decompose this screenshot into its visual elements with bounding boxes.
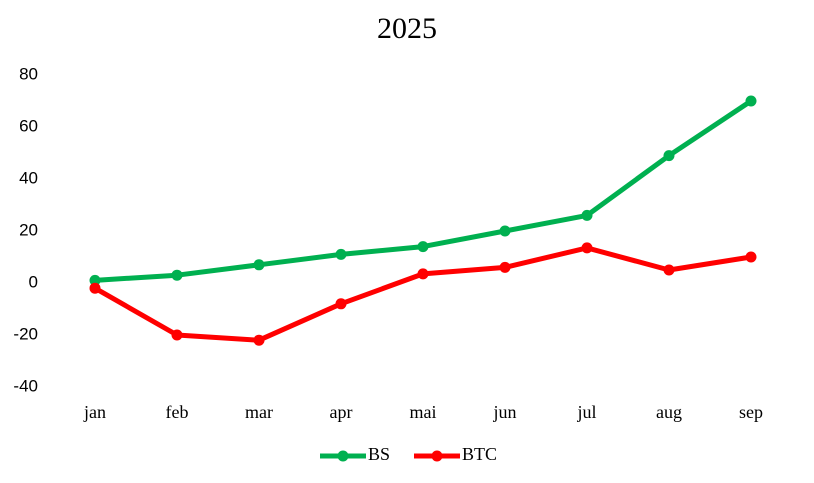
point	[335, 248, 347, 260]
y-tick-label: 40	[19, 168, 38, 187]
point	[663, 264, 675, 276]
point	[253, 334, 265, 346]
point	[499, 225, 511, 237]
y-tick-label: -40	[13, 376, 38, 395]
point	[745, 251, 757, 263]
legend-marker	[431, 450, 443, 462]
legend-label: BTC	[462, 444, 497, 464]
x-tick-label: jan	[83, 402, 106, 422]
point	[745, 95, 757, 107]
legend-label: BS	[368, 444, 390, 464]
point	[417, 268, 429, 280]
series-line	[94, 98, 753, 283]
point	[89, 274, 101, 286]
y-tick-label: -20	[13, 324, 38, 343]
y-tick-label: 60	[19, 116, 38, 135]
x-tick-label: jul	[576, 402, 596, 422]
x-tick-label: aug	[656, 402, 682, 422]
x-tick-label: feb	[166, 402, 189, 422]
point	[663, 150, 675, 162]
chart-title: 2025	[377, 12, 437, 45]
point	[581, 209, 593, 221]
legend-marker	[337, 450, 349, 462]
point	[417, 241, 429, 253]
y-tick-label: 80	[19, 64, 38, 83]
y-tick-label: 20	[19, 220, 38, 239]
point	[581, 242, 593, 254]
x-tick-label: sep	[739, 402, 763, 422]
point	[171, 329, 183, 341]
x-tick-label: jun	[492, 402, 516, 422]
point	[335, 298, 347, 310]
y-tick-label: 0	[29, 272, 38, 291]
series-line	[93, 245, 752, 343]
x-tick-label: mai	[410, 402, 437, 422]
point	[171, 269, 183, 281]
point	[253, 259, 265, 271]
point	[499, 261, 511, 273]
x-tick-label: apr	[330, 402, 353, 422]
x-tick-label: mar	[245, 402, 273, 422]
point	[89, 282, 101, 294]
